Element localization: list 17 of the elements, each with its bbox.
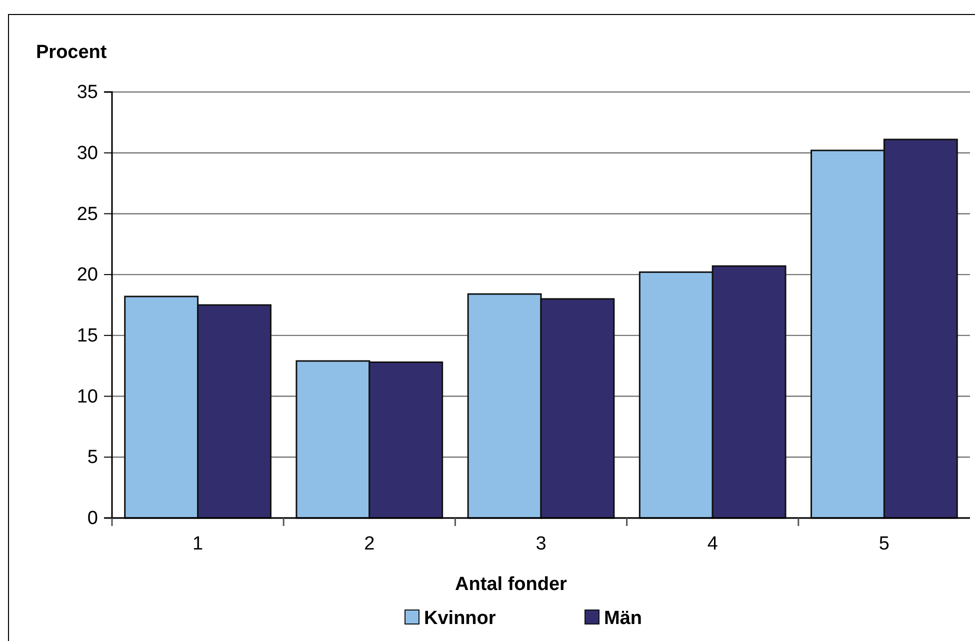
x-tick-label: 5 bbox=[878, 533, 890, 554]
x-tick-label: 2 bbox=[364, 533, 375, 554]
y-tick-label: 35 bbox=[76, 82, 98, 104]
y-tick-label: 5 bbox=[87, 447, 98, 468]
y-tick-label: 0 bbox=[87, 508, 98, 530]
x-tick-label: 1 bbox=[192, 533, 204, 554]
x-tick-label: 3 bbox=[536, 533, 546, 554]
y-tick-label: 15 bbox=[76, 326, 98, 347]
y-tick-label: 20 bbox=[76, 264, 98, 286]
y-tick-label: 25 bbox=[76, 204, 98, 225]
legend-label: Män bbox=[604, 608, 642, 629]
x-axis-title: Antal fonder bbox=[455, 574, 568, 595]
y-tick-label: 30 bbox=[76, 142, 98, 164]
y-tick-label: 10 bbox=[76, 386, 98, 408]
legend-label: Kvinnor bbox=[424, 608, 496, 629]
y-axis-title: Procent bbox=[36, 42, 108, 63]
x-tick-label: 4 bbox=[707, 533, 718, 554]
